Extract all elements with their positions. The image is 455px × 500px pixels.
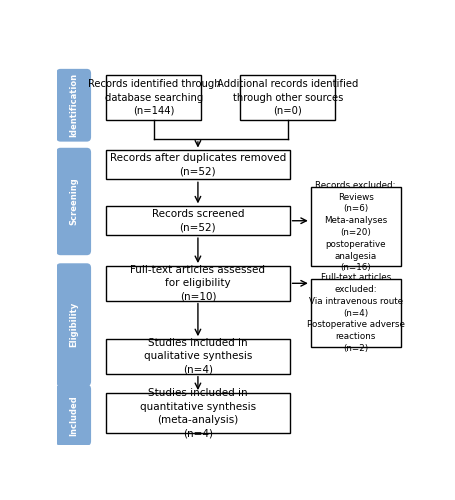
FancyBboxPatch shape <box>106 266 290 300</box>
FancyBboxPatch shape <box>311 187 401 266</box>
Text: Records identified through
database searching
(n=144): Records identified through database sear… <box>87 80 220 116</box>
Text: Full-text articles
excluded:
Via intravenous route
(n=4)
Postoperative adverse
r: Full-text articles excluded: Via intrave… <box>307 273 404 353</box>
FancyBboxPatch shape <box>106 76 202 120</box>
Text: Eligibility: Eligibility <box>69 302 78 348</box>
Text: Studies included in
quantitative synthesis
(meta-analysis)
(n=4): Studies included in quantitative synthes… <box>140 388 256 438</box>
Text: Additional records identified
through other sources
(n=0): Additional records identified through ot… <box>217 80 359 116</box>
FancyBboxPatch shape <box>56 69 91 142</box>
Text: Records excluded:
Reviews
(n=6)
Meta-analyses
(n=20)
postoperative
analgesia
(n=: Records excluded: Reviews (n=6) Meta-ana… <box>315 180 396 272</box>
Text: Screening: Screening <box>69 178 78 226</box>
FancyBboxPatch shape <box>106 393 290 434</box>
FancyBboxPatch shape <box>106 339 290 374</box>
FancyBboxPatch shape <box>240 76 335 120</box>
FancyBboxPatch shape <box>56 384 91 446</box>
Text: Full-text articles assessed
for eligibility
(n=10): Full-text articles assessed for eligibil… <box>131 265 265 302</box>
FancyBboxPatch shape <box>106 150 290 180</box>
Text: Studies included in
qualitative synthesis
(n=4): Studies included in qualitative synthesi… <box>144 338 252 374</box>
Text: Records screened
(n=52): Records screened (n=52) <box>152 209 244 233</box>
Text: Identification: Identification <box>69 73 78 138</box>
Text: Included: Included <box>69 395 78 436</box>
FancyBboxPatch shape <box>56 148 91 255</box>
FancyBboxPatch shape <box>56 264 91 386</box>
FancyBboxPatch shape <box>311 280 401 347</box>
Text: Records after duplicates removed
(n=52): Records after duplicates removed (n=52) <box>110 154 286 176</box>
FancyBboxPatch shape <box>106 206 290 235</box>
